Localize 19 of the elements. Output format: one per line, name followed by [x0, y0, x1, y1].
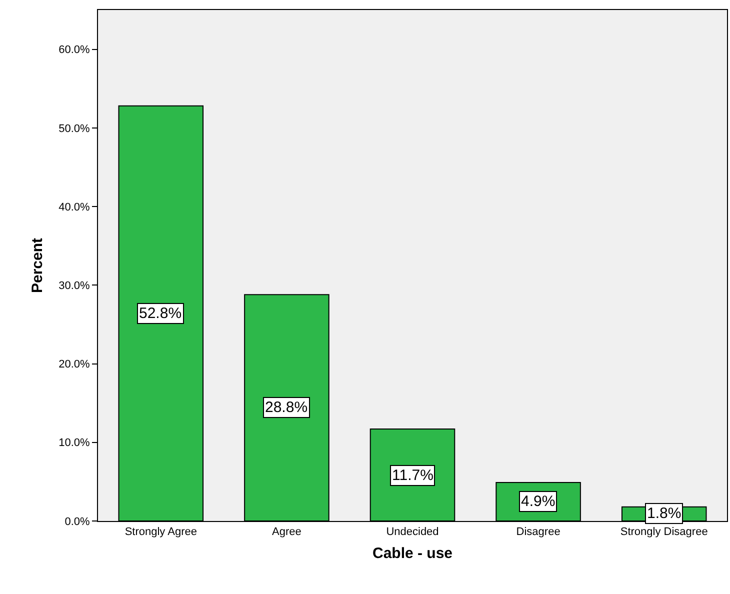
y-tick-label: 50.0% — [58, 122, 90, 135]
data-label: 4.9% — [521, 493, 556, 510]
y-tick-label: 60.0% — [58, 44, 90, 56]
x-tick-label: Disagree — [516, 526, 560, 538]
y-tick-label: 20.0% — [58, 358, 90, 371]
y-tick-label: 10.0% — [58, 437, 90, 450]
data-label: 11.7% — [392, 467, 434, 484]
y-tick-label: 0.0% — [64, 516, 90, 528]
x-tick-label: Undecided — [386, 526, 439, 538]
x-tick-label: Agree — [272, 526, 302, 538]
x-tick-label: Strongly Agree — [124, 526, 197, 538]
data-label: 28.8% — [265, 399, 308, 416]
data-label: 1.8% — [647, 505, 682, 522]
y-tick-label: 30.0% — [58, 280, 90, 292]
y-tick-label: 40.0% — [58, 201, 90, 214]
x-tick-label: Strongly Disagree — [620, 526, 708, 538]
y-axis-title: Percent — [28, 238, 46, 294]
data-label: 52.8% — [139, 305, 182, 322]
x-axis-title: Cable - use — [372, 545, 453, 562]
